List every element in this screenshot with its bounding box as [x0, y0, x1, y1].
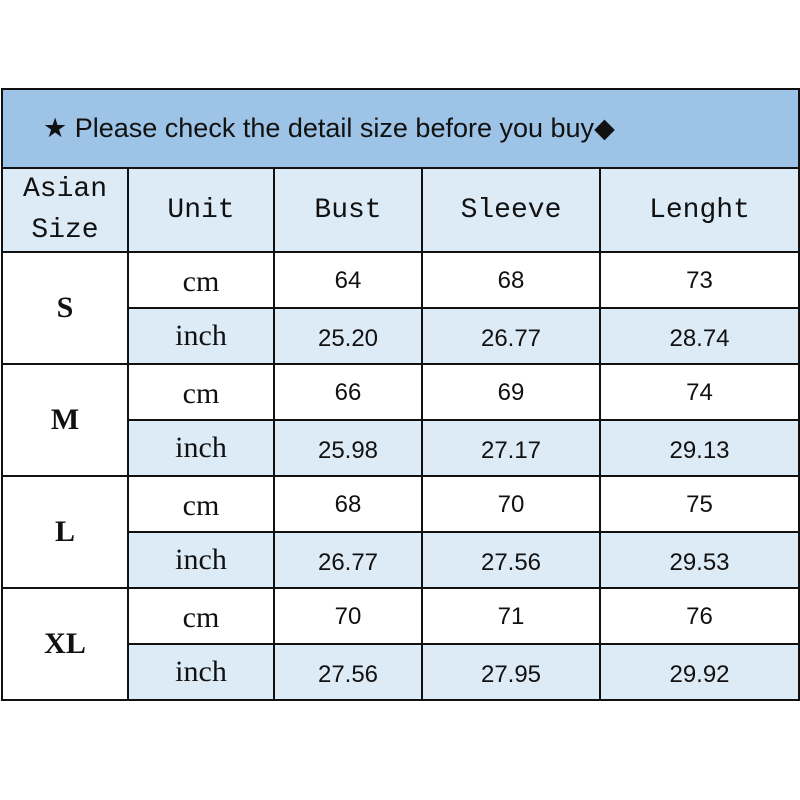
bust-cell: 68 — [273, 475, 423, 533]
table-row: inch 25.98 27.17 29.13 — [2, 419, 800, 477]
header-unit: Unit — [127, 167, 275, 253]
title-text: Please check the detail size before you … — [74, 113, 595, 143]
sleeve-cell: 27.17 — [421, 419, 601, 477]
sleeve-cell: 71 — [421, 587, 601, 645]
sleeve-cell: 70 — [421, 475, 601, 533]
table-row: inch 26.77 27.56 29.53 — [2, 531, 800, 589]
length-cell: 75 — [599, 475, 800, 533]
header-size: Size — [31, 215, 99, 246]
unit-cell: inch — [127, 643, 275, 701]
table-row: XL cm 70 71 76 — [1, 587, 800, 701]
length-cell: 74 — [599, 363, 800, 421]
bust-cell: 26.77 — [273, 531, 423, 589]
unit-cell: cm — [127, 475, 275, 533]
unit-cell: cm — [127, 587, 275, 645]
length-cell: 29.13 — [599, 419, 800, 477]
bust-cell: 25.20 — [273, 307, 423, 365]
header-sleeve: Sleeve — [421, 167, 601, 253]
sleeve-cell: 27.56 — [421, 531, 601, 589]
length-cell: 28.74 — [599, 307, 800, 365]
unit-cell: cm — [127, 251, 275, 309]
size-label: M — [1, 363, 129, 477]
bust-cell: 70 — [273, 587, 423, 645]
table-row: inch 27.56 27.95 29.92 — [2, 643, 800, 701]
unit-cell: cm — [127, 363, 275, 421]
size-label: S — [1, 251, 129, 365]
header-asian-size: Asian Size — [1, 167, 129, 253]
bust-cell: 27.56 — [273, 643, 423, 701]
length-cell: 29.53 — [599, 531, 800, 589]
unit-cell: inch — [127, 307, 275, 365]
length-cell: 73 — [599, 251, 800, 309]
bust-cell: 64 — [273, 251, 423, 309]
table-row: inch 25.20 26.77 28.74 — [2, 307, 800, 365]
header-asian: Asian — [22, 174, 107, 205]
bust-cell: 25.98 — [273, 419, 423, 477]
size-chart-table: ★ Please check the detail size before yo… — [1, 88, 800, 701]
size-label: XL — [1, 587, 129, 701]
diamond-icon: ◆ — [594, 113, 615, 143]
bust-cell: 66 — [273, 363, 423, 421]
title-banner: ★ Please check the detail size before yo… — [1, 88, 800, 169]
sleeve-cell: 26.77 — [421, 307, 601, 365]
length-cell: 29.92 — [599, 643, 800, 701]
unit-cell: inch — [127, 531, 275, 589]
length-cell: 76 — [599, 587, 800, 645]
header-row: Asian Size Unit Bust Sleeve Lenght — [1, 167, 800, 253]
size-label: L — [1, 475, 129, 589]
header-bust: Bust — [273, 167, 423, 253]
unit-cell: inch — [127, 419, 275, 477]
star-icon: ★ — [43, 113, 68, 143]
sleeve-cell: 27.95 — [421, 643, 601, 701]
sleeve-cell: 69 — [421, 363, 601, 421]
header-length: Lenght — [599, 167, 800, 253]
sleeve-cell: 68 — [421, 251, 601, 309]
